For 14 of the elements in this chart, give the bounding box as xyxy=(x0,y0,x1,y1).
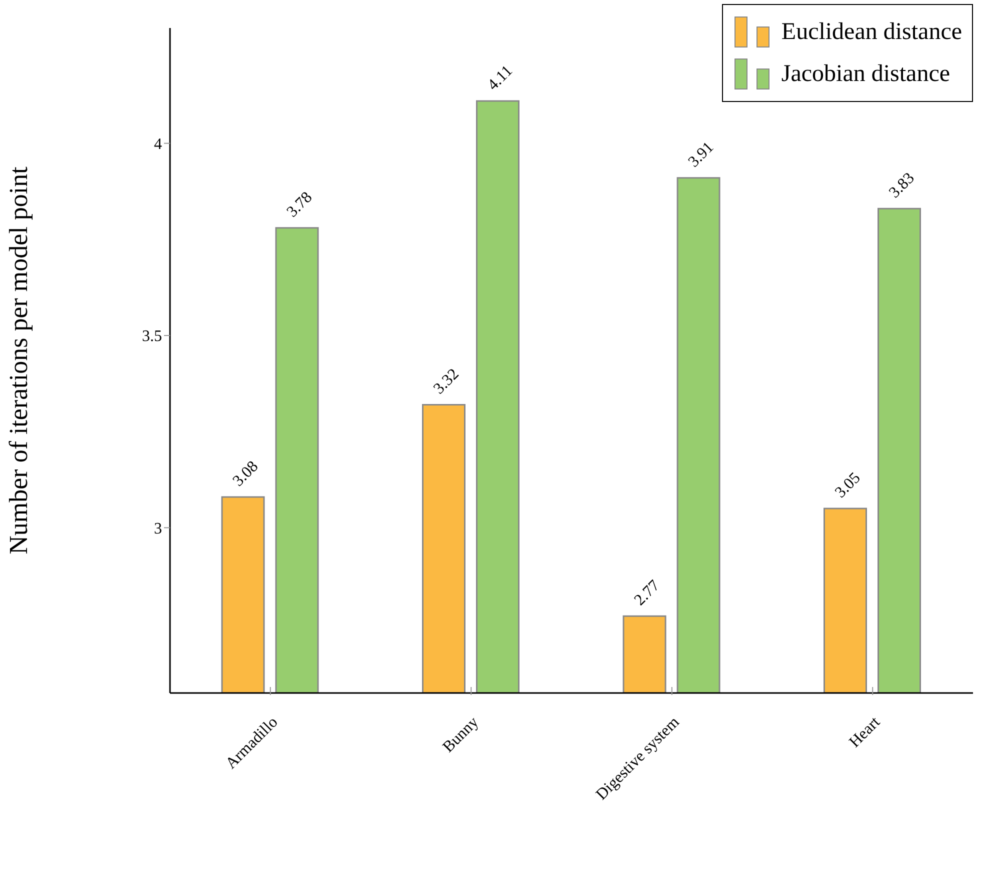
y-axis-title: Number of iterations per model point xyxy=(4,166,34,554)
y-tick-label: 3.5 xyxy=(142,328,162,346)
y-tick-label: 4 xyxy=(154,136,162,153)
legend-label: Jacobian distance xyxy=(781,60,950,89)
y-tick-label: 3 xyxy=(154,520,162,538)
data-label: 2.77 xyxy=(631,577,664,609)
data-label: 3.83 xyxy=(886,170,918,202)
data-label: 3.78 xyxy=(284,188,316,221)
data-label: 3.08 xyxy=(230,458,262,490)
legend-label: Euclidean distance xyxy=(781,18,962,47)
data-label: 3.91 xyxy=(685,138,718,171)
data-label: 4.11 xyxy=(484,62,516,94)
data-label: 3.05 xyxy=(832,470,864,502)
data-label: 3.32 xyxy=(430,366,462,398)
